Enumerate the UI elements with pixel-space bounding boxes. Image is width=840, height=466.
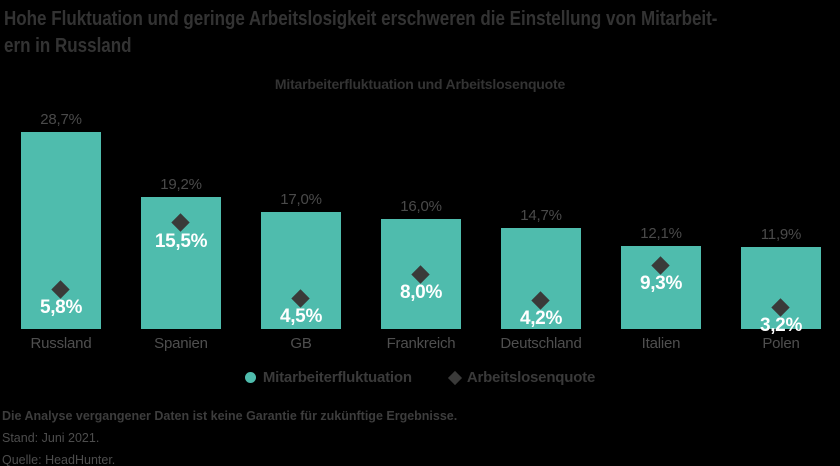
- chart-column: 12,1% 9,3% Italien: [601, 0, 721, 466]
- category-label: Spanien: [154, 335, 208, 352]
- bar-value-label: 28,7%: [40, 111, 82, 128]
- headline-line-1: Hohe Fluktuation und geringe Arbeitslosi…: [4, 8, 718, 30]
- fluctuation-bar: [501, 228, 581, 329]
- unemployment-value-label: 15,5%: [154, 230, 208, 252]
- headline-line-2: ern in Russland: [4, 35, 132, 57]
- unemployment-value-label: 4,5%: [279, 306, 323, 328]
- chart-column: 14,7% 4,2% Deutschland: [481, 0, 601, 466]
- bar-value-label: 19,2%: [160, 176, 202, 193]
- category-label: Deutschland: [500, 335, 582, 352]
- legend-item-unemployment: Arbeitslosenquote: [447, 369, 596, 386]
- category-label: GB: [290, 335, 312, 352]
- category-label: Polen: [762, 335, 800, 352]
- chart-column: 19,2% 15,5% Spanien: [121, 0, 241, 466]
- category-label: Frankreich: [386, 335, 456, 352]
- legend-item-fluctuation: Mitarbeiterfluktuation: [244, 369, 412, 386]
- legend-label-fluctuation: Mitarbeiterfluktuation: [262, 369, 412, 386]
- chart-column: 28,7% 5,8% Russland: [1, 0, 121, 466]
- chart-column: 11,9% 3,2% Polen: [721, 0, 840, 466]
- chart-column: 17,0% 4,5% GB: [241, 0, 361, 466]
- bar-value-label: 17,0%: [280, 191, 322, 208]
- chart-footer: Die Analyse vergangener Daten ist keine …: [2, 409, 457, 466]
- category-label: Italien: [641, 335, 681, 352]
- category-label: Russland: [30, 335, 92, 352]
- bar-value-label: 11,9%: [760, 226, 802, 243]
- chart-headline: Hohe Fluktuation und geringe Arbeitslosi…: [4, 6, 840, 60]
- chart-subtitle: Mitarbeiterfluktuation und Arbeitslosenq…: [274, 76, 566, 92]
- chart-column: 16,0% 8,0% Frankreich: [361, 0, 481, 466]
- unemployment-value-label: 8,0%: [399, 282, 443, 304]
- unemployment-value-label: 9,3%: [639, 273, 683, 295]
- source-text: Quelle: HeadHunter.: [2, 452, 116, 466]
- fluctuation-bar: [261, 212, 341, 329]
- bar-value-label: 14,7%: [520, 207, 562, 224]
- chart-legend: Mitarbeiterfluktuation Arbeitslosenquote: [0, 369, 840, 386]
- unemployment-value-label: 4,2%: [519, 308, 563, 330]
- diamond-marker-icon: [447, 370, 462, 385]
- bar-value-label: 16,0%: [400, 198, 442, 215]
- disclaimer-text: Die Analyse vergangener Daten ist keine …: [2, 409, 458, 423]
- legend-label-unemployment: Arbeitslosenquote: [466, 369, 596, 386]
- date-text: Stand: Juni 2021.: [2, 431, 100, 445]
- bar-value-label: 12,1%: [640, 225, 682, 242]
- unemployment-value-label: 3,2%: [759, 315, 803, 337]
- unemployment-value-label: 5,8%: [39, 297, 83, 319]
- circle-marker-icon: [244, 372, 256, 383]
